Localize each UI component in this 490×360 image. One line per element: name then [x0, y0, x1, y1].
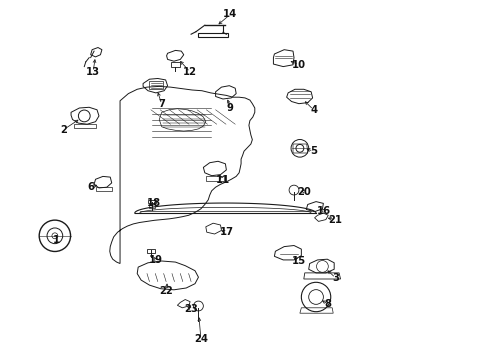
Text: 11: 11 — [216, 175, 230, 185]
Text: 4: 4 — [310, 105, 317, 115]
Text: 15: 15 — [292, 256, 306, 266]
Text: 24: 24 — [194, 334, 208, 344]
Text: 2: 2 — [60, 125, 67, 135]
Text: 9: 9 — [227, 103, 234, 113]
Text: 16: 16 — [317, 206, 330, 216]
Text: 12: 12 — [183, 67, 197, 77]
Text: 13: 13 — [86, 67, 100, 77]
Text: 14: 14 — [223, 9, 238, 19]
Text: 1: 1 — [53, 235, 60, 246]
Text: 18: 18 — [147, 198, 161, 208]
Text: 22: 22 — [160, 286, 173, 296]
Text: 21: 21 — [329, 215, 343, 225]
Text: 5: 5 — [310, 146, 317, 156]
Text: 10: 10 — [292, 60, 306, 70]
Text: 17: 17 — [220, 227, 233, 237]
Text: 23: 23 — [184, 304, 198, 314]
Text: 3: 3 — [332, 273, 339, 283]
Text: 20: 20 — [297, 186, 311, 197]
Text: 7: 7 — [158, 99, 165, 109]
Text: 6: 6 — [87, 182, 94, 192]
Text: 19: 19 — [149, 255, 163, 265]
Text: 8: 8 — [325, 299, 332, 309]
